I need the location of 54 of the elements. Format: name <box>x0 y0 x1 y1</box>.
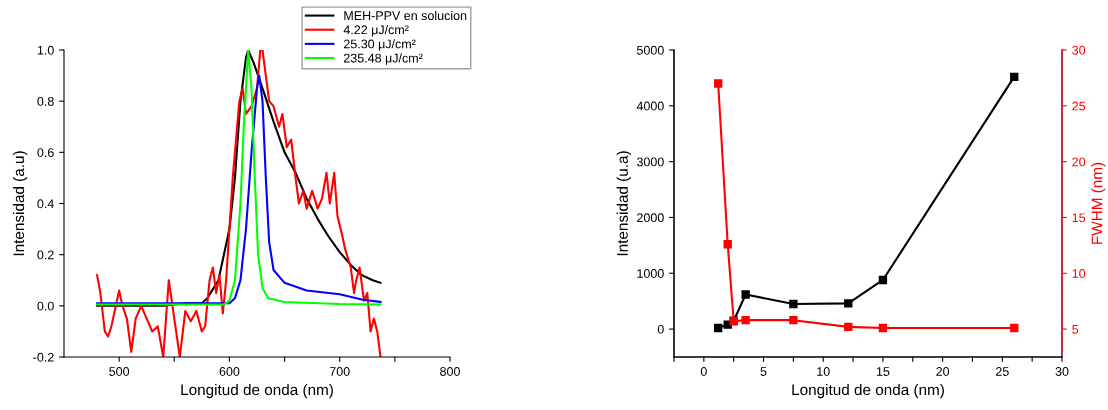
y2-tick-label: 15 <box>1072 213 1086 223</box>
y2-tick-label: 10 <box>1072 269 1086 278</box>
y2-tick-label: 5 <box>1072 325 1079 334</box>
x-tick-label: 10 <box>817 367 830 376</box>
point <box>714 79 723 88</box>
point <box>844 322 853 332</box>
y-tick-label: 0.0 <box>37 301 54 311</box>
x-tick-label: 800 <box>440 367 460 376</box>
y-tick-label: 5000 <box>636 45 664 55</box>
point <box>789 299 798 309</box>
y2-axis-title: FWHM (nm) <box>1091 162 1106 244</box>
legend-label: 235.48 μJ/cm² <box>343 53 423 65</box>
point <box>844 299 853 308</box>
point <box>723 320 732 329</box>
y-tick-label: 1000 <box>637 269 664 278</box>
point <box>789 315 798 325</box>
legend-label: 25.30 μJ/cm² <box>343 39 416 51</box>
x-tick-label: 5 <box>760 367 767 376</box>
x-tick-label: 20 <box>936 367 950 376</box>
x-axis-title: Longitud de onda (nm) <box>181 383 333 399</box>
point <box>741 315 750 325</box>
point <box>741 290 750 299</box>
y-tick-label: -0.2 <box>33 352 54 362</box>
x-tick-label: 600 <box>219 367 240 376</box>
y-tick-label: 4000 <box>636 101 664 111</box>
point <box>1010 323 1019 333</box>
point <box>878 323 888 333</box>
x-tick-label: 0 <box>700 367 707 376</box>
x-axis-title: Longitud de onda (nm) <box>792 383 944 399</box>
point <box>878 275 888 285</box>
y2-tick-label: 25 <box>1072 101 1086 111</box>
legend-label: 4.22 μJ/cm² <box>343 25 409 37</box>
y-tick-label: 0.6 <box>37 148 54 157</box>
y-tick-label: 0.4 <box>37 199 54 209</box>
x-tick-label: 15 <box>876 367 890 376</box>
y-tick-label: 3000 <box>636 157 664 167</box>
y-tick-label: 0.8 <box>37 96 54 106</box>
x-tick-label: 500 <box>109 367 130 376</box>
y-axis-title: Intensidad (u.a) <box>616 151 631 256</box>
y2-tick-label: 30 <box>1072 45 1086 55</box>
y-tick-label: 1.0 <box>37 45 54 55</box>
point <box>1010 72 1019 81</box>
y2-tick-label: 20 <box>1072 157 1086 167</box>
point <box>723 240 732 249</box>
x-tick-label: 30 <box>1055 367 1069 376</box>
y-tick-label: 0 <box>657 324 664 334</box>
legend-label: MEH-PPV en solucion <box>344 10 467 21</box>
line-series <box>96 50 382 357</box>
x-tick-label: 25 <box>995 367 1009 376</box>
y-axis-title: Intensidad (a.u) <box>12 151 28 256</box>
y-tick-label: 0.2 <box>37 250 54 260</box>
y-tick-label: 2000 <box>637 213 664 223</box>
point <box>714 323 723 333</box>
x-tick-label: 700 <box>329 367 350 376</box>
